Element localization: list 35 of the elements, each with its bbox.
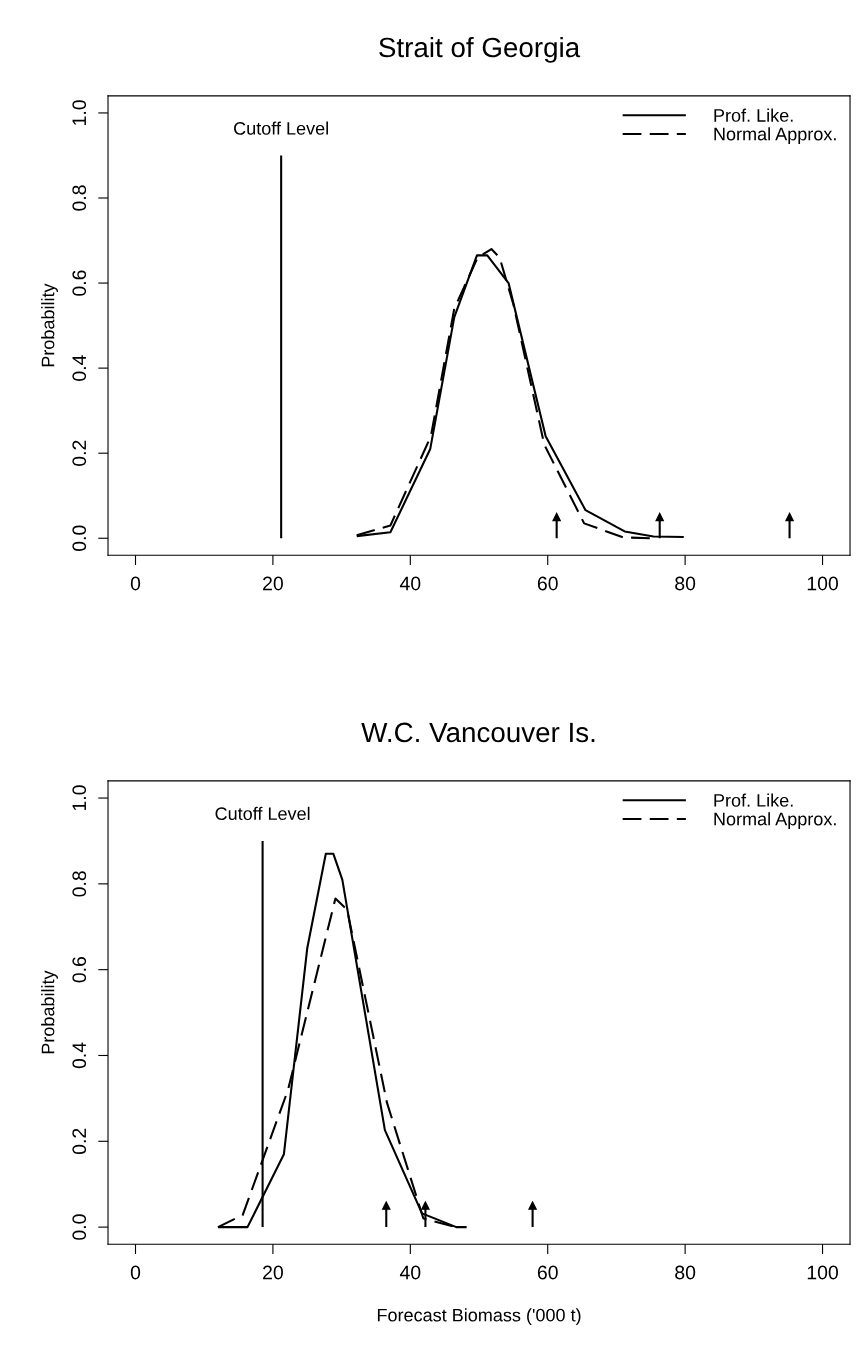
y-tick-label: 0.6 bbox=[72, 957, 87, 983]
x-tick-label: 80 bbox=[675, 1265, 696, 1280]
ref-line-label: Cutoff Level bbox=[234, 121, 328, 135]
y-tick-label: 0.2 bbox=[72, 440, 87, 466]
x-axis-title: Forecast Biomass ('000 t) bbox=[377, 1308, 581, 1326]
legend-label: Normal Approx. bbox=[714, 127, 836, 145]
y-axis-title: Probability bbox=[41, 970, 58, 1054]
chart-title: W.C. Vancouver Is. bbox=[361, 722, 595, 743]
y-tick-label: 0.0 bbox=[72, 1214, 87, 1240]
y-tick-label: 0.0 bbox=[72, 525, 87, 551]
x-tick-label: 20 bbox=[263, 576, 283, 591]
ref-line-label: Cutoff Level bbox=[215, 806, 310, 821]
y-tick-label: 1.0 bbox=[72, 100, 87, 125]
legend-label: Normal Approx. bbox=[714, 812, 836, 829]
legend-label: Prof. Like. bbox=[714, 108, 793, 122]
y-tick-label: 0.2 bbox=[72, 1128, 87, 1155]
y-tick-label: 0.4 bbox=[72, 355, 87, 381]
x-tick-label: 100 bbox=[807, 576, 838, 591]
legend-label: Prof. Like. bbox=[714, 793, 793, 807]
y-tick-label: 0.4 bbox=[72, 1042, 87, 1069]
x-tick-label: 0 bbox=[130, 1265, 141, 1280]
x-tick-label: 0 bbox=[130, 576, 141, 591]
y-tick-label: 0.8 bbox=[72, 871, 87, 897]
y-tick-label: 0.8 bbox=[72, 185, 87, 211]
x-tick-label: 40 bbox=[399, 1265, 421, 1280]
x-tick-label: 100 bbox=[807, 1265, 838, 1280]
chart-title: Strait of Georgia bbox=[379, 36, 581, 63]
x-tick-label: 40 bbox=[399, 576, 421, 591]
x-tick-label: 80 bbox=[675, 576, 696, 591]
y-tick-label: 0.6 bbox=[72, 270, 87, 296]
x-tick-label: 60 bbox=[537, 576, 558, 591]
x-tick-label: 60 bbox=[537, 1265, 558, 1280]
y-tick-label: 1.0 bbox=[72, 785, 87, 811]
y-axis-title: Probability bbox=[41, 283, 58, 367]
x-tick-label: 20 bbox=[263, 1265, 283, 1280]
